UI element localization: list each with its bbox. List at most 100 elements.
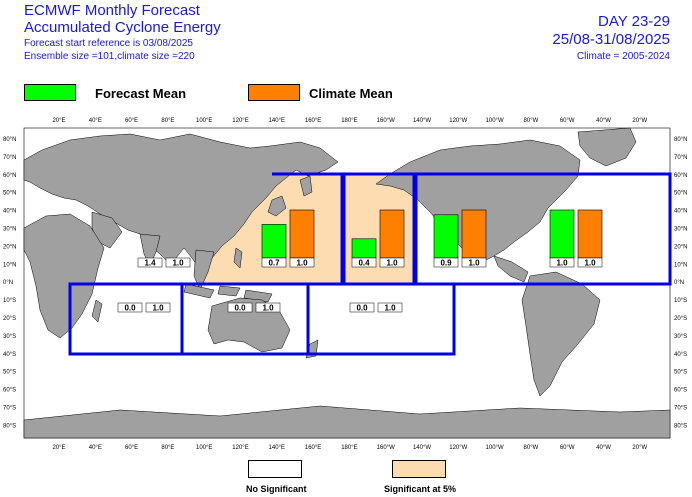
africa-shape <box>23 213 105 339</box>
lon-tick-label: 20°W <box>632 118 647 124</box>
lon-tick-label: 160°W <box>377 445 395 451</box>
lat-tick-label: 50°S <box>674 370 687 376</box>
lat-tick-label: 40°S <box>674 352 687 358</box>
region-boundary <box>272 172 344 284</box>
forecast-start-text: Forecast start reference is 03/08/2025 <box>24 38 193 49</box>
lon-tick-label: 180°E <box>341 118 357 124</box>
region-boxes-layer <box>68 172 672 356</box>
lat-tick-label: 20°S <box>3 316 16 322</box>
se-asia-shape <box>193 249 215 291</box>
climate-legend-swatch <box>248 84 300 101</box>
forecast-bar <box>261 224 287 259</box>
lon-tick-label: 140°W <box>413 118 431 124</box>
climate-value-label: 1.0 <box>584 259 596 268</box>
lon-tick-label: 160°E <box>305 445 321 451</box>
day-range-text: DAY 23-29 <box>598 13 670 30</box>
lat-tick-label: 50°N <box>674 191 687 197</box>
lat-tick-label: 70°S <box>674 406 687 412</box>
climate-value-box <box>379 257 405 268</box>
lon-tick-label: 40°E <box>89 445 102 451</box>
forecast-value-box <box>349 302 375 313</box>
climate-value-box <box>289 257 315 268</box>
forecast-bar <box>433 214 459 259</box>
lon-tick-label: 60°E <box>125 118 138 124</box>
lat-tick-label: 30°S <box>674 334 687 340</box>
forecast-value-box <box>351 257 377 268</box>
lon-tick-label: 80°E <box>161 118 174 124</box>
lon-tick-label: 140°E <box>269 118 285 124</box>
lat-tick-label: 30°S <box>3 334 16 340</box>
lon-tick-label: 100°E <box>196 118 212 124</box>
significant-swatch <box>392 460 446 478</box>
lat-tick-label: 50°N <box>3 191 16 197</box>
lon-tick-label: 60°W <box>560 118 575 124</box>
climate-value-box <box>255 302 281 313</box>
lon-tick-label: 120°E <box>232 118 248 124</box>
central-america-shape <box>493 255 529 283</box>
climate-value-label: 1.0 <box>384 304 396 313</box>
lat-tick-label: 60°N <box>674 173 687 179</box>
forecast-value-label: 0.7 <box>268 259 280 268</box>
climate-bar <box>461 209 487 259</box>
climate-value-label: 1.0 <box>262 304 274 313</box>
significant-label: Significant at 5% <box>384 484 457 494</box>
lon-tick-label: 20°E <box>52 445 65 451</box>
lat-tick-label: 80°N <box>3 137 16 143</box>
climate-bar <box>379 209 405 259</box>
lat-tick-label: 40°N <box>3 209 16 215</box>
climate-value-box <box>165 257 191 268</box>
lon-tick-label: 80°W <box>524 445 539 451</box>
lat-tick-label: 40°N <box>674 209 687 215</box>
climate-value-label: 1.0 <box>172 259 184 268</box>
forecast-value-label: 0.9 <box>440 259 452 268</box>
lon-tick-label: 140°W <box>413 445 431 451</box>
climate-value-label: 1.0 <box>152 304 164 313</box>
lat-tick-label: 60°S <box>674 388 687 394</box>
climate-value-box <box>577 257 603 268</box>
lon-tick-label: 100°W <box>486 445 504 451</box>
arabia-shape <box>91 211 123 249</box>
lon-tick-label: 140°E <box>269 445 285 451</box>
south-america-shape <box>521 271 601 397</box>
page-subtitle: Accumulated Cyclone Energy <box>24 19 221 36</box>
lat-tick-label: 80°N <box>674 137 687 143</box>
lon-tick-label: 60°E <box>125 445 138 451</box>
kamchatka-shape <box>299 175 313 197</box>
lon-tick-label: 40°W <box>596 445 611 451</box>
forecast-value-box <box>227 302 253 313</box>
climate-legend-label: Climate Mean <box>309 86 393 101</box>
lon-tick-label: 40°W <box>596 118 611 124</box>
lat-tick-label: 0°N <box>674 280 684 286</box>
lon-tick-label: 20°E <box>52 118 65 124</box>
madagascar-shape <box>91 299 103 323</box>
forecast-value-label: 0.0 <box>124 304 136 313</box>
bars-layer: 1.4 1.0 0.7 1.0 0.4 1.0 0.9 1.0 1.0 1.0 0.0 1.0 0.0 1… <box>117 209 603 313</box>
lon-tick-label: 120°E <box>232 445 248 451</box>
eurasia-shape <box>23 133 339 271</box>
lon-tick-label: 100°E <box>196 445 212 451</box>
lat-tick-label: 70°N <box>3 155 16 161</box>
lat-tick-label: 20°S <box>674 316 687 322</box>
lat-tick-label: 40°S <box>3 352 16 358</box>
forecast-value-box <box>261 257 287 268</box>
lat-tick-label: 30°N <box>674 227 687 233</box>
climate-period-text: Climate = 2005-2024 <box>576 51 670 62</box>
lat-tick-label: 0°N <box>3 280 13 286</box>
climate-bar <box>577 209 603 259</box>
lon-tick-label: 80°W <box>524 118 539 124</box>
indonesia-shape <box>183 283 215 299</box>
forecast-value-label: 1.4 <box>144 259 156 268</box>
forecast-value-label: 0.0 <box>356 304 368 313</box>
climate-value-label: 1.0 <box>296 259 308 268</box>
no-significant-swatch <box>248 460 302 478</box>
axis-labels-layer: 20°E 20°E 40°E 40°E 60°E 60°E 80°E 80°E 100°E 100… <box>3 118 687 451</box>
japan-shape <box>267 195 287 217</box>
forecast-bar <box>549 209 575 259</box>
lon-tick-label: 120°W <box>449 445 467 451</box>
lat-tick-label: 50°S <box>3 370 16 376</box>
lon-tick-label: 60°W <box>560 445 575 451</box>
lat-tick-label: 70°S <box>3 406 16 412</box>
land-layer <box>23 127 671 439</box>
forecast-legend-swatch <box>24 84 76 101</box>
